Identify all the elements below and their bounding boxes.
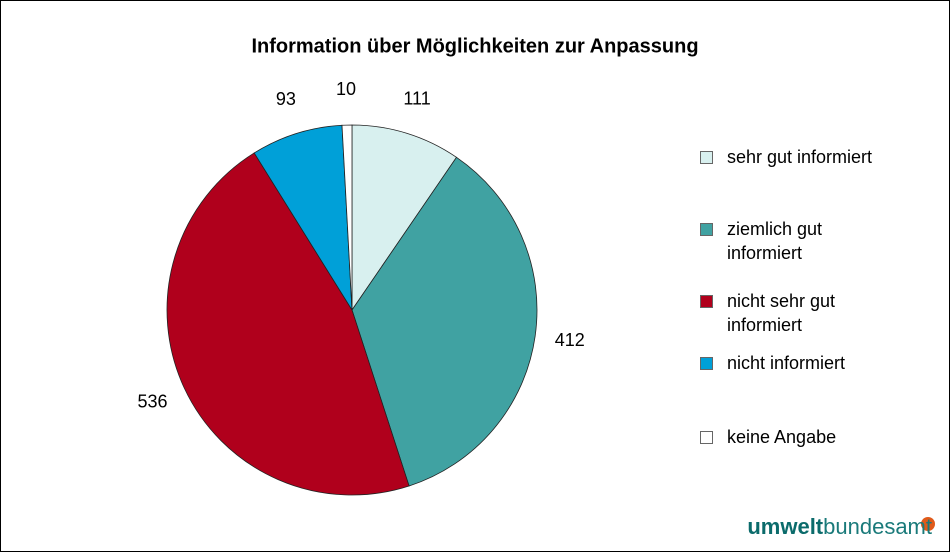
logo-icon bbox=[921, 517, 935, 531]
data-label: 93 bbox=[276, 89, 296, 109]
legend-label: nicht sehr gut informiert bbox=[727, 291, 836, 335]
chart-title: Information über Möglichkeiten zur Anpas… bbox=[251, 35, 698, 57]
legend-swatch bbox=[700, 295, 713, 308]
data-label: 536 bbox=[137, 392, 167, 412]
legend-swatch bbox=[700, 151, 713, 164]
legend-swatch bbox=[700, 357, 713, 370]
legend-label: nicht informiert bbox=[727, 353, 846, 373]
logo-bold: umwelt bbox=[747, 514, 824, 539]
legend-item: nicht sehr gut informiert bbox=[700, 289, 890, 337]
data-label: 111 bbox=[403, 89, 430, 109]
legend-item: ziemlich gut informiert bbox=[700, 217, 890, 265]
logo: umweltbundesamt bbox=[747, 514, 932, 540]
legend-item: sehr gut informiert bbox=[700, 145, 890, 169]
pie-slice bbox=[253, 124, 353, 311]
legend-swatch bbox=[700, 223, 713, 236]
logo-rest: bundesamt bbox=[823, 514, 932, 539]
legend-swatch bbox=[700, 431, 713, 444]
data-label: 10 bbox=[336, 79, 356, 99]
data-label: 412 bbox=[555, 330, 585, 350]
pie-slice bbox=[341, 124, 353, 311]
pie-slice bbox=[166, 152, 410, 496]
legend-item: nicht informiert bbox=[700, 351, 890, 375]
pie-slice bbox=[351, 124, 458, 312]
legend-label: keine Angabe bbox=[727, 427, 837, 447]
legend-label: sehr gut informiert bbox=[727, 147, 873, 167]
legend-item: keine Angabe bbox=[700, 425, 890, 449]
pie-slice bbox=[351, 156, 538, 487]
legend-label: ziemlich gut informiert bbox=[727, 219, 823, 263]
